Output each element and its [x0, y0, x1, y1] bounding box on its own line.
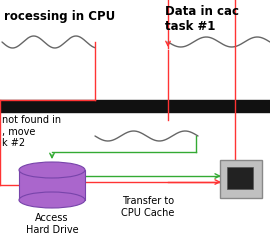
Text: Transfer to
CPU Cache: Transfer to CPU Cache: [121, 196, 175, 218]
Text: Access
Hard Drive: Access Hard Drive: [26, 213, 78, 234]
Ellipse shape: [19, 162, 85, 178]
Ellipse shape: [19, 192, 85, 208]
Text: rocessing in CPU: rocessing in CPU: [4, 10, 115, 23]
Bar: [19, 170, 85, 200]
Text: Data in cac
task #1: Data in cac task #1: [165, 5, 239, 33]
Bar: [220, 160, 262, 198]
Text: not found in
, move
k #2: not found in , move k #2: [2, 115, 61, 148]
Bar: [227, 167, 253, 189]
